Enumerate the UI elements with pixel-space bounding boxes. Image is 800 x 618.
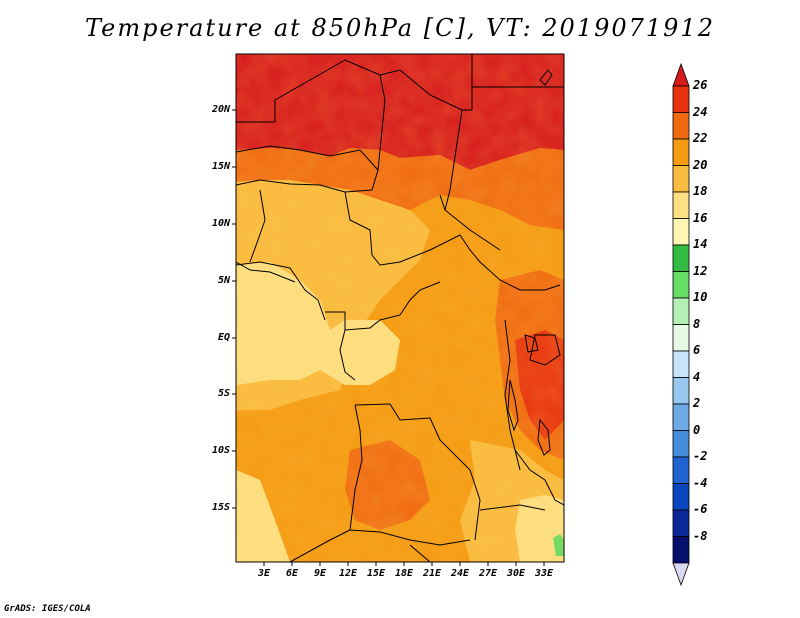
colorbar-swatch: [672, 377, 690, 405]
colorbar-swatch: [672, 509, 690, 537]
colorbar-swatch: [672, 191, 690, 219]
colorbar-label: 14: [693, 237, 708, 251]
colorbar-swatch: [672, 112, 690, 140]
lon-label: 27E: [478, 568, 498, 579]
colorbar-label: 18: [693, 184, 708, 198]
colorbar-swatch: [672, 297, 690, 325]
country-borders: [236, 54, 564, 562]
lat-label: 10N: [211, 218, 230, 229]
colorbar-swatch: [672, 218, 690, 246]
colorbar-label: 12: [693, 263, 708, 278]
colorbar-label: 4: [693, 369, 701, 384]
axis-ticks: [232, 109, 545, 566]
colorbar-swatch: [672, 536, 690, 564]
colorbar-label: 2: [693, 396, 701, 410]
colorbar-label: 0: [693, 422, 701, 437]
lat-label: 5N: [217, 275, 230, 286]
colorbar-swatch: [672, 456, 690, 484]
colorbar-label: -8: [693, 528, 708, 543]
lon-label: 12E: [338, 568, 358, 579]
colorbar-label: 6: [693, 343, 701, 357]
colorbar-label: 24: [693, 104, 708, 119]
colorbar-label: 10: [693, 290, 708, 304]
lon-label: 15E: [366, 568, 386, 579]
lat-label: 20N: [211, 104, 230, 115]
lat-label: 5S: [217, 388, 230, 399]
colorbar-arrow-bottom: [672, 562, 690, 587]
credit-text: GrADS: IGES/COLA: [4, 604, 91, 614]
colorbar-swatch: [672, 271, 690, 299]
colorbar-label: -2: [693, 449, 708, 463]
colorbar-label: 16: [693, 210, 708, 225]
lon-label: 33E: [534, 568, 554, 579]
colorbar-swatch: [672, 244, 690, 272]
lon-label: 24E: [450, 568, 470, 579]
colorbar: [672, 62, 690, 587]
lon-label: 3E: [257, 568, 271, 579]
colorbar-label: -6: [693, 502, 708, 516]
colorbar-swatch: [672, 403, 690, 431]
colorbar-label: 8: [693, 316, 701, 331]
field-texture: [236, 54, 564, 562]
colorbar-swatch: [672, 85, 690, 113]
colorbar-label: 20: [693, 157, 708, 172]
lon-label: 30E: [506, 568, 526, 579]
colorbar-swatch: [672, 324, 690, 352]
lon-label: 9E: [313, 568, 327, 579]
colorbar-label: -4: [693, 475, 708, 490]
colorbar-swatch: [672, 483, 690, 511]
temperature-field: [236, 54, 564, 562]
colorbar-swatch: [672, 165, 690, 193]
colorbar-swatch: [672, 430, 690, 458]
lat-label: EQ: [217, 332, 230, 343]
lat-label: 15S: [211, 502, 230, 513]
colorbar-label: 26: [693, 78, 708, 92]
lakes: [507, 69, 553, 456]
colorbar-swatch: [672, 350, 690, 378]
colorbar-arrow-top: [672, 62, 690, 87]
lat-label: 10S: [211, 445, 230, 456]
map-title: Temperature at 850hPa [C], VT: 201907191…: [85, 14, 715, 42]
lon-label: 6E: [285, 568, 299, 579]
colorbar-label: 22: [693, 131, 708, 145]
colorbar-swatch: [672, 138, 690, 166]
map-frame: [235, 53, 565, 563]
lat-label: 15N: [211, 161, 230, 172]
lon-label: 18E: [394, 568, 414, 579]
lon-label: 21E: [422, 568, 442, 579]
